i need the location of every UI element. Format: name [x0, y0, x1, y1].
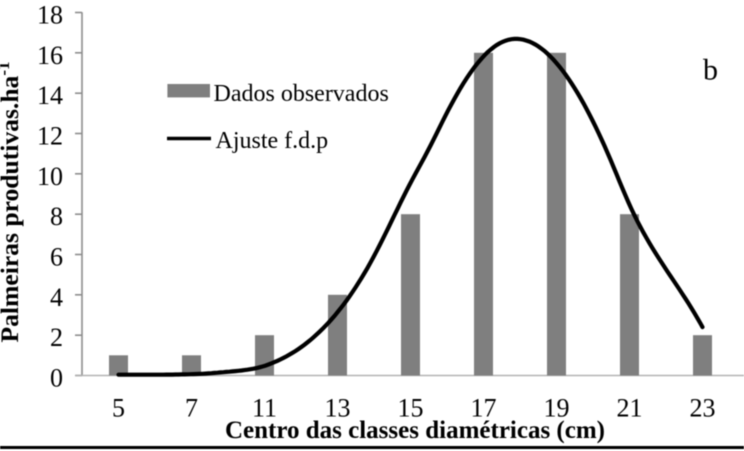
svg-text:Palmeiras produtivas.ha-1: Palmeiras produtivas.ha-1 — [0, 61, 24, 342]
svg-text:5: 5 — [112, 394, 125, 423]
svg-text:19: 19 — [544, 394, 570, 423]
svg-text:14: 14 — [37, 81, 63, 110]
svg-text:12: 12 — [37, 122, 63, 151]
svg-text:Centro das classes diamétricas: Centro das classes diamétricas (cm) — [225, 417, 605, 444]
svg-text:8: 8 — [50, 202, 63, 231]
svg-text:11: 11 — [252, 394, 277, 423]
svg-text:4: 4 — [50, 283, 63, 312]
svg-text:18: 18 — [37, 1, 63, 30]
svg-text:16: 16 — [37, 41, 63, 70]
svg-text:0: 0 — [50, 364, 63, 393]
svg-text:2: 2 — [50, 323, 63, 352]
svg-text:Dados observados: Dados observados — [214, 81, 389, 107]
svg-text:15: 15 — [398, 394, 424, 423]
svg-text:21: 21 — [617, 394, 643, 423]
svg-text:13: 13 — [325, 394, 351, 423]
svg-text:10: 10 — [37, 162, 63, 191]
svg-text:Ajuste f.d.p: Ajuste f.d.p — [216, 128, 329, 154]
svg-text:6: 6 — [50, 243, 63, 272]
svg-text:b: b — [703, 54, 718, 87]
svg-text:7: 7 — [185, 394, 198, 423]
svg-text:17: 17 — [471, 394, 497, 423]
svg-text:23: 23 — [690, 394, 716, 423]
